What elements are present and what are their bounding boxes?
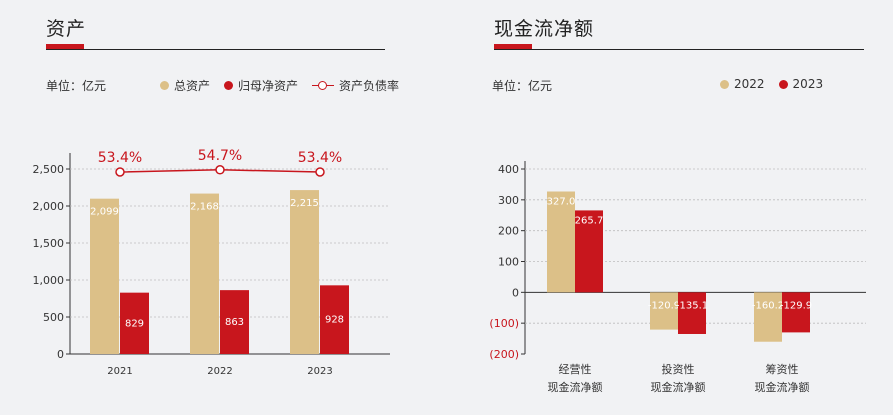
assets-unit-label: 单位：亿元 — [46, 79, 107, 93]
assets-title: 资产 — [46, 18, 87, 40]
y-tick-label: 200 — [498, 225, 519, 238]
assets-title-accent — [46, 44, 84, 49]
cashflow-title-rule — [494, 49, 864, 50]
x-tick-label: 2022 — [207, 366, 232, 377]
y-tick-label: 0 — [57, 348, 64, 361]
net-assets-swatch — [224, 81, 234, 90]
bar-net-assets — [120, 292, 149, 354]
y-tick-label: (200) — [489, 348, 519, 361]
bar-label-net-assets: 863 — [225, 317, 244, 328]
year-2023-swatch — [778, 79, 788, 89]
y-tick-label: 400 — [498, 163, 519, 176]
assets-legend: 总资产 归母净资产 资产负债率 — [160, 77, 399, 94]
bar-2023 — [678, 292, 706, 334]
bar-total-assets — [90, 198, 119, 354]
x-tick-label-line1: 投资性 — [662, 362, 695, 376]
bar-label-net-assets: 928 — [325, 315, 344, 326]
total-assets-swatch — [160, 81, 169, 90]
cashflow-title: 现金流净额 — [494, 18, 595, 40]
bar-label-2023: -135.1 — [676, 300, 708, 311]
assets-panel: 资产 单位：亿元 总资产 归母净资产 资产负债率 0 500 1,000 1,500 2… — [0, 0, 400, 415]
x-tick-label-line1: 经营性 — [559, 362, 592, 376]
legend-label-2023: 2023 — [792, 77, 824, 91]
debt-ratio-line-marker — [312, 80, 335, 91]
bar-2023 — [575, 210, 603, 293]
y-tick-label: 2,000 — [33, 200, 65, 213]
debt-ratio-label: 53.4% — [98, 150, 142, 166]
bar-net-assets — [220, 290, 249, 354]
cashflow-chart: (200) (100) 0 100 200 300 400 327.0 265.7 经营性现金流净… — [489, 161, 866, 394]
bar-2023 — [782, 292, 810, 333]
bar-label-total-assets: 2,215 — [290, 198, 319, 209]
x-tick-label: 2023 — [307, 366, 332, 377]
debt-ratio-point — [315, 167, 325, 177]
debt-ratio-label: 53.4% — [298, 150, 342, 166]
assets-title-rule — [46, 49, 385, 50]
legend-label-net-assets: 归母净资产 — [238, 79, 299, 93]
bar-net-assets — [320, 285, 349, 354]
y-tick-label: 1,500 — [33, 237, 65, 250]
cashflow-unit-label: 单位：亿元 — [492, 79, 553, 93]
bar-label-total-assets: 2,168 — [190, 202, 219, 213]
bar-2022 — [547, 191, 575, 293]
year-2022-swatch — [720, 79, 729, 89]
legend-item-debt-ratio: 资产负债率 — [312, 77, 399, 94]
legend-item-2023: 2023 — [778, 77, 824, 91]
bar-label-2022: -160.2 — [752, 300, 784, 311]
y-tick-label: 300 — [498, 194, 519, 207]
x-tick-label-line2: 现金流净额 — [755, 380, 810, 394]
y-tick-label: 1,000 — [33, 274, 65, 287]
bar-label-net-assets: 829 — [125, 318, 144, 329]
bar-2022 — [650, 292, 678, 330]
debt-ratio-point — [115, 167, 125, 177]
debt-ratio-point — [215, 165, 225, 175]
x-tick-label: 2021 — [107, 366, 132, 377]
x-tick-label-line1: 筹资性 — [766, 362, 799, 376]
cashflow-title-accent — [494, 44, 532, 49]
bar-total-assets — [190, 193, 219, 354]
x-tick-label-line2: 现金流净额 — [651, 380, 706, 394]
legend-label-debt-ratio: 资产负债率 — [339, 79, 400, 93]
bar-label-total-assets: 2,099 — [90, 207, 119, 218]
legend-item-total-assets: 总资产 — [160, 77, 210, 94]
bar-label-2022: 327.0 — [547, 197, 576, 208]
bar-total-assets — [290, 190, 319, 354]
legend-label-total-assets: 总资产 — [174, 79, 211, 93]
bar-label-2023: 265.7 — [575, 215, 604, 226]
legend-item-net-assets: 归母净资产 — [224, 77, 298, 94]
cashflow-legend: 2022 2023 — [720, 77, 823, 91]
bar-label-2023: -129.9 — [780, 300, 812, 311]
bar-label-2022: -120.9 — [648, 300, 680, 311]
x-tick-label-line2: 现金流净额 — [548, 380, 603, 394]
cashflow-panel: 现金流净额 单位：亿元 2022 2023 (200) (100) 0 100 200 3… — [480, 0, 893, 415]
y-tick-label: (100) — [489, 317, 519, 330]
y-tick-label: 100 — [498, 256, 519, 269]
legend-item-2022: 2022 — [720, 77, 765, 91]
assets-chart: 0 500 1,000 1,500 2,000 2,500 2,099 829 2021 2,16… — [33, 148, 390, 377]
y-tick-label: 0 — [512, 286, 519, 299]
debt-ratio-label: 54.7% — [198, 148, 242, 164]
bar-2022 — [754, 292, 782, 342]
y-tick-label: 2,500 — [33, 163, 65, 176]
y-tick-label: 500 — [43, 311, 64, 324]
legend-label-2022: 2022 — [734, 77, 765, 91]
